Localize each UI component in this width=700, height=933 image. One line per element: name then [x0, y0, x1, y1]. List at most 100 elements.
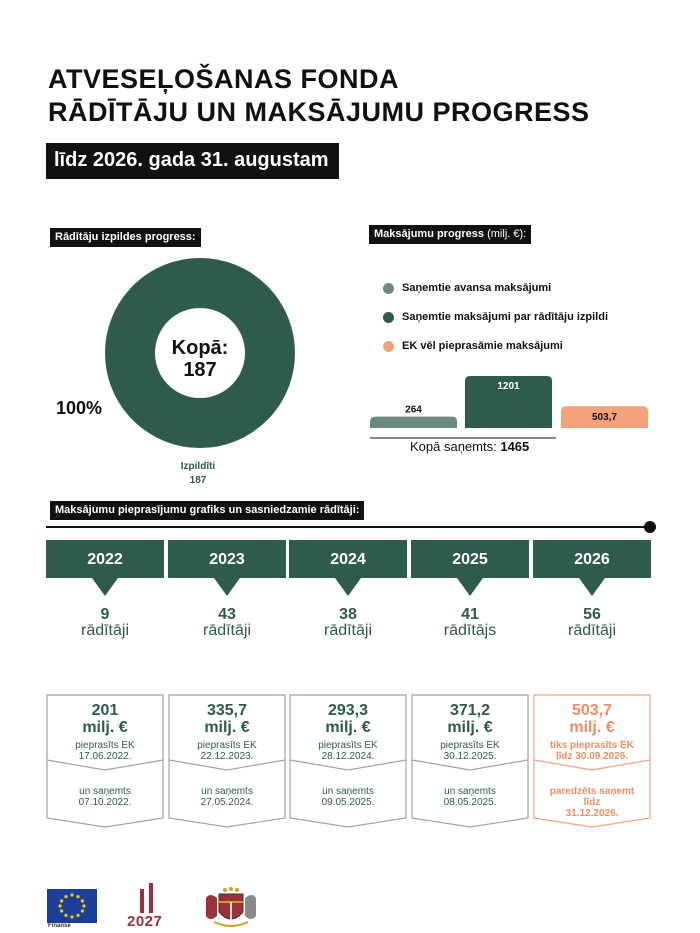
year-banner: 2025 — [411, 540, 529, 598]
payment-amount: 503,7 milj. € — [533, 702, 651, 736]
payment-received-label: un saņemts — [79, 786, 131, 797]
payment-received-date: 07.10.2022. — [78, 797, 132, 808]
payment-amount: 201 milj. € — [46, 702, 164, 736]
year-label: 2024 — [330, 551, 366, 568]
timeline-line — [46, 526, 650, 528]
payments-total-label: Kopā saņemts: — [410, 439, 497, 454]
logo-2027-text: 2027 — [127, 913, 163, 930]
payment-amount-unit: milj. € — [204, 719, 250, 736]
legend-label-pending: EK vēl pieprasāmie maksājumi — [402, 340, 563, 352]
legend-item-advance: Saņemtie avansa maksājumi — [383, 282, 551, 294]
year-label: 2023 — [209, 551, 245, 568]
payments-total-value: 1465 — [500, 439, 530, 454]
payment-request: pieprasīts EK 17.06.2022. — [46, 740, 164, 762]
payment-amount-unit: milj. € — [325, 719, 371, 736]
payment-request-label: pieprasīts EK — [318, 740, 378, 751]
payment-card: 335,7 milj. € pieprasīts EK 22.12.2023. un s… — [168, 694, 286, 828]
indicator-count: 41 — [461, 606, 479, 623]
payments-total: Kopā saņemts: 1465 — [410, 439, 529, 454]
year-banner: 2023 — [168, 540, 286, 598]
payment-received-date: 08.05.2025. — [443, 797, 497, 808]
payments-section-unit: (milj. €): — [487, 228, 527, 240]
year-label: 2025 — [452, 551, 488, 568]
payment-request-date: 17.06.2022. — [78, 751, 132, 762]
indicator-count: 9 — [100, 606, 110, 623]
eu-logo-caption: Finansē — [48, 923, 71, 929]
page-subtitle: līdz 2026. gada 31. augustam — [46, 143, 339, 179]
legend-dot-pending — [383, 340, 394, 352]
indicator-unit: rādītāji — [567, 622, 617, 639]
indicators-donut-chart — [105, 258, 295, 448]
payment-received: un saņemts 27.05.2024. — [168, 786, 286, 808]
logo-2027-bars-icon — [140, 883, 153, 913]
payment-request: pieprasīts EK 28.12.2024. — [289, 740, 407, 762]
payment-received: un saņemts 08.05.2025. — [411, 786, 529, 808]
latvia-coat-of-arms-logo — [200, 884, 262, 930]
page-title-line-2: RĀDĪTĀJU UN MAKSĀJUMU PROGRESS — [48, 97, 590, 127]
indicator-unit: rādītāji — [80, 622, 130, 639]
timeline-end-dot — [644, 521, 656, 533]
donut-caption: Izpildīti 187 — [163, 460, 233, 488]
legend-dot-received — [383, 311, 394, 323]
donut-percent-label: 100% — [56, 398, 103, 418]
donut-center-label: Kopā: 187 — [146, 337, 254, 381]
payment-request-date: 30.12.2025. — [443, 751, 497, 762]
payment-card: 503,7 milj. € tiks pieprasīts EK līdz 30.09… — [533, 694, 651, 828]
latvia-2027-logo: 2027 — [122, 883, 174, 931]
legend-item-pending: EK vēl pieprasāmie maksājumi — [383, 340, 563, 352]
payments-section-title: Maksājumu progress — [374, 228, 485, 240]
payment-card: 293,3 milj. € pieprasīts EK 28.12.2024. un s… — [289, 694, 407, 828]
bar-value-label-pending: 503,7 — [592, 412, 617, 423]
payment-request: tiks pieprasīts EK līdz 30.09.2026. — [533, 740, 651, 762]
year-label: 2026 — [574, 551, 610, 568]
year-label: 2022 — [87, 551, 123, 568]
payment-request-label: pieprasīts EK — [440, 740, 500, 751]
payment-amount-value: 503,7 — [571, 702, 613, 719]
year-banner: 2026 — [533, 540, 651, 598]
payment-amount-unit: milj. € — [447, 719, 493, 736]
legend-dot-advance — [383, 282, 394, 294]
bar-advance — [370, 416, 457, 428]
payment-received-label: paredzēts saņemt — [549, 786, 635, 797]
payment-received: un saņemts 09.05.2025. — [289, 786, 407, 808]
eu-logo: Finansē — [47, 889, 97, 933]
schedule-section-label: Maksājumu pieprasījumu grafiks un sasnie… — [50, 501, 365, 520]
legend-label-advance: Saņemtie avansa maksājumi — [402, 282, 552, 294]
page-title-line-1: ATVESEĻOŠANAS FONDA — [48, 64, 400, 94]
year-banner: 2024 — [289, 540, 407, 598]
eu-stars-icon — [58, 893, 86, 919]
indicator-unit: rādītāji — [202, 622, 252, 639]
payment-amount: 335,7 milj. € — [168, 702, 286, 736]
payment-received: paredzēts saņemt līdz 31.12.2026. — [533, 786, 651, 819]
payment-received-label: un saņemts — [201, 786, 253, 797]
bar-pending — [561, 406, 648, 428]
payment-amount-value: 335,7 — [206, 702, 248, 719]
indicator-count: 38 — [339, 606, 357, 623]
indicators-section-label: Rādītāju izpildes progress: — [50, 228, 201, 247]
payment-amount-unit: milj. € — [82, 719, 128, 736]
indicator-count: 56 — [583, 606, 601, 623]
payments-bar-chart: 264 1201 503,7 — [370, 376, 648, 439]
payment-request: pieprasīts EK 30.12.2025. — [411, 740, 529, 762]
bar-value-label-advance: 264 — [405, 405, 422, 416]
payment-amount: 293,3 milj. € — [289, 702, 407, 736]
donut-center-title: Kopā: — [171, 337, 229, 359]
payment-amount-unit: milj. € — [569, 719, 615, 736]
year-banner: 2022 — [46, 540, 164, 598]
payment-request-label: pieprasīts EK — [197, 740, 257, 751]
payment-request-date: 22.12.2023. — [200, 751, 254, 762]
legend-label-received: Saņemtie maksājumi par rādītāju izpildi — [402, 311, 609, 323]
payment-received-date: 27.05.2024. — [200, 797, 254, 808]
payment-amount: 371,2 milj. € — [411, 702, 529, 736]
payment-request-label: pieprasīts EK — [75, 740, 135, 751]
donut-caption-value: 187 — [189, 475, 207, 486]
payment-amount-value: 371,2 — [449, 702, 491, 719]
payment-received-date: 09.05.2025. — [321, 797, 375, 808]
payments-section-label: Maksājumu progress (milj. €): — [369, 225, 532, 244]
payment-request: pieprasīts EK 22.12.2023. — [168, 740, 286, 762]
indicator-unit: rādītāji — [323, 622, 373, 639]
bar-received — [465, 376, 552, 428]
payment-received: un saņemts 07.10.2022. — [46, 786, 164, 808]
donut-caption-label: Izpildīti — [180, 461, 216, 472]
donut-center-value: 187 — [183, 359, 217, 381]
